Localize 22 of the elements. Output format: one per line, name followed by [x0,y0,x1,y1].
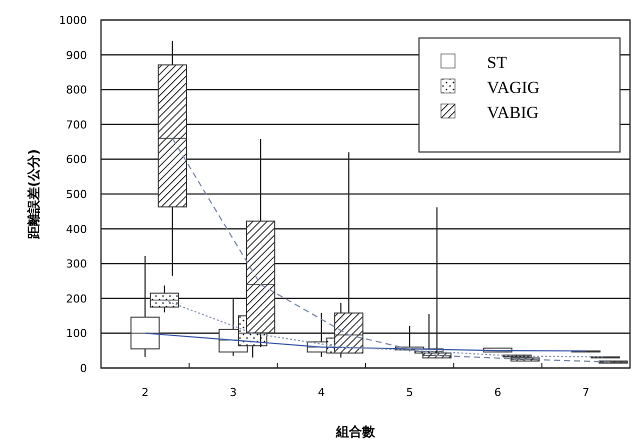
y-tick-label: 1000 [59,14,87,27]
y-tick-label: 600 [66,153,87,166]
y-tick-label: 0 [80,362,87,375]
legend-label: VABIG [487,103,539,122]
y-tick-label: 800 [66,84,87,97]
x-tick-label: 3 [230,386,237,399]
x-tick-label: 2 [142,386,149,399]
y-axis-title: 距離誤差(公分) [26,149,42,240]
y-tick-label: 300 [66,258,87,271]
x-tick-label: 5 [406,386,414,399]
x-axis-title: 組合數 [335,424,376,440]
x-tick-label: 6 [494,386,502,399]
y-tick-label: 200 [66,292,87,306]
y-tick-label: 500 [66,188,87,201]
x-tick-label: 7 [582,386,590,399]
y-tick-label: 900 [66,48,87,62]
legend-label: VAGIG [487,78,540,97]
y-tick-label: 100 [66,327,87,340]
y-tick-label: 700 [66,118,87,132]
x-tick-label: 4 [318,386,325,399]
legend-label: ST [487,53,508,72]
y-tick-label: 400 [66,222,87,236]
